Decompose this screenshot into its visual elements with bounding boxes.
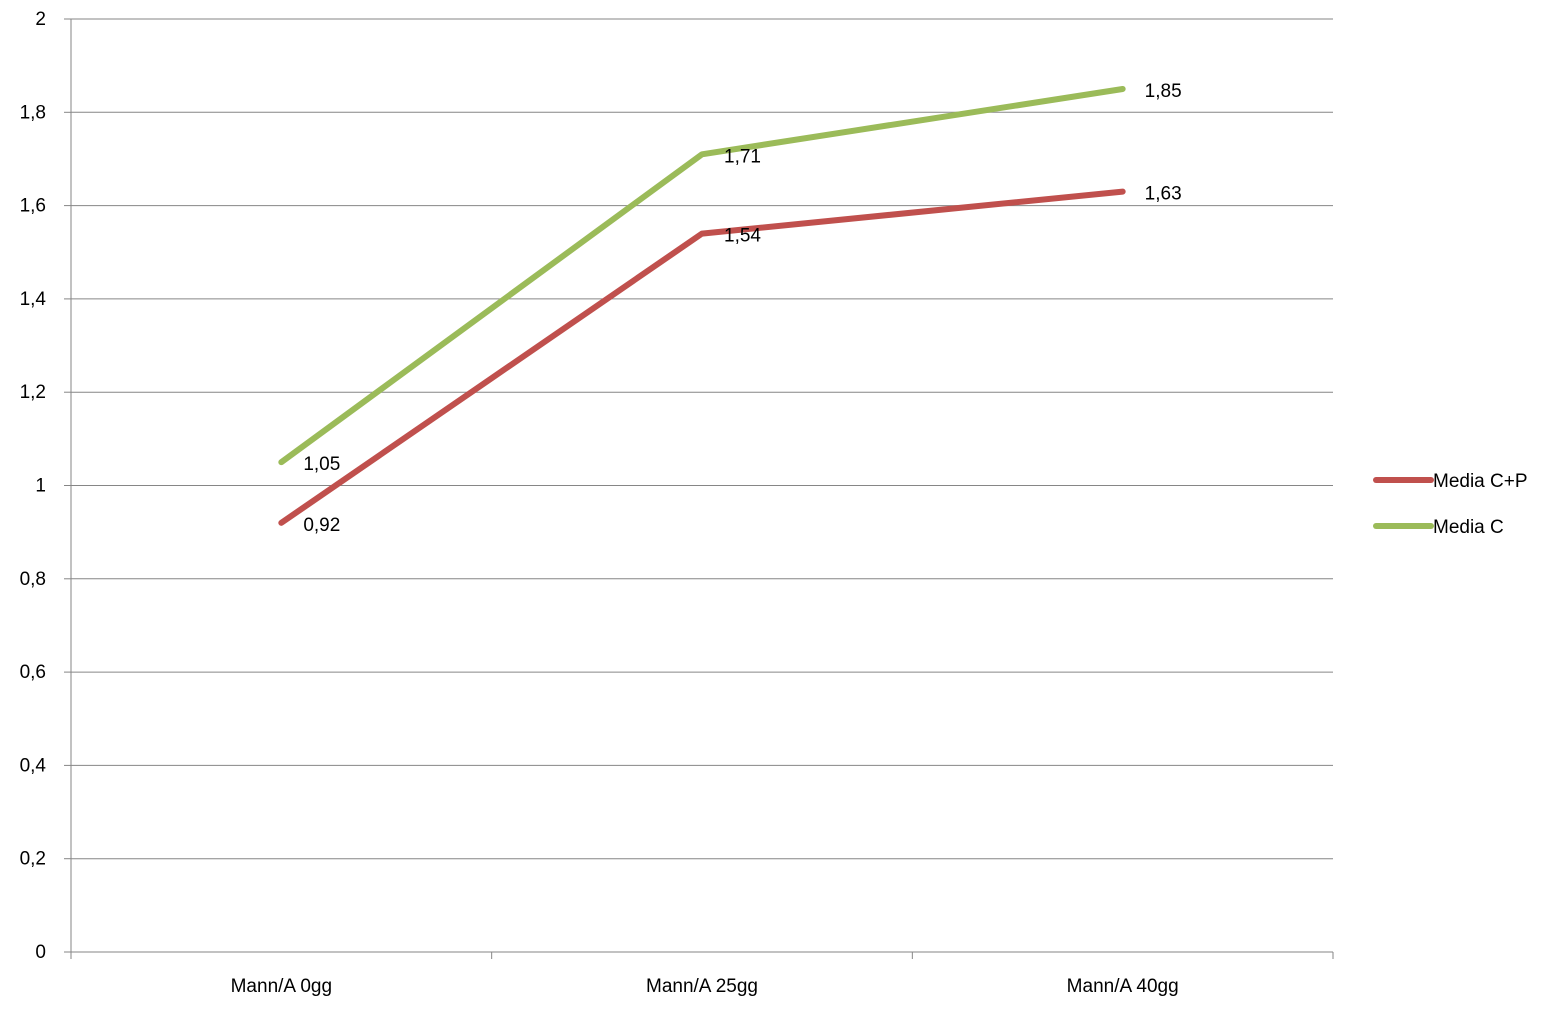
y-tick-label: 1,8 — [20, 102, 46, 123]
series-lines — [281, 89, 1123, 523]
y-tick-label: 0,4 — [20, 755, 47, 776]
y-tick-label: 1,4 — [20, 289, 47, 310]
y-tick-label: 0,6 — [20, 662, 46, 683]
x-tick-label: Mann/A 40gg — [1067, 976, 1179, 997]
legend-label: Media C+P — [1433, 471, 1528, 492]
y-tick-label: 1 — [35, 476, 46, 497]
data-label: 1,63 — [1145, 184, 1182, 205]
y-tick-label: 1,6 — [20, 196, 46, 217]
y-tick-label: 0,8 — [20, 569, 46, 590]
data-label: 1,71 — [724, 146, 761, 167]
data-label: 0,92 — [303, 515, 340, 536]
x-tick-label: Mann/A 25gg — [646, 976, 758, 997]
data-labels: 0,92 1,54 1,63 1,05 1,71 1,85 — [303, 81, 1181, 536]
y-tick-label: 1,2 — [20, 382, 46, 403]
legend: Media C+P Media C — [1376, 471, 1528, 538]
gridlines — [71, 19, 1333, 859]
series-line-1 — [281, 89, 1122, 462]
y-tick-label: 0 — [35, 942, 46, 963]
data-label: 1,54 — [724, 226, 761, 247]
series-line-0 — [281, 192, 1122, 523]
data-label: 1,05 — [303, 454, 340, 475]
y-tick-label: 2 — [35, 9, 46, 30]
legend-label: Media C — [1433, 517, 1504, 538]
axes: 0 0,2 0,4 0,6 0,8 1 1,2 1,4 1,6 1,8 2 Mann/A 0gg Man… — [20, 9, 1333, 997]
data-label: 1,85 — [1145, 81, 1182, 102]
x-tick-label: Mann/A 0gg — [231, 976, 332, 997]
y-tick-label: 0,2 — [20, 849, 46, 870]
